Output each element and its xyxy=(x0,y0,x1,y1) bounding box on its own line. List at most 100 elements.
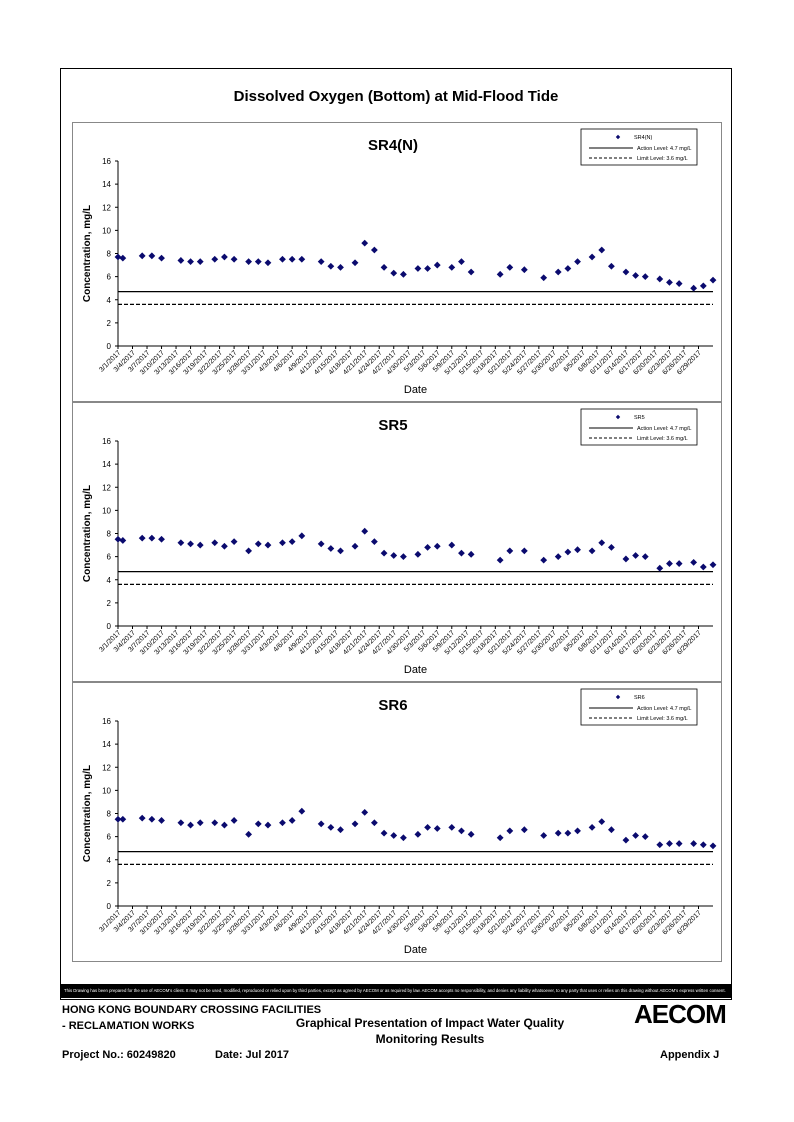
chart-title: SR5 xyxy=(378,417,407,434)
legend-box xyxy=(580,128,698,166)
data-point xyxy=(361,808,369,816)
data-point xyxy=(554,268,562,276)
y-tick-label: 6 xyxy=(107,553,112,562)
data-point xyxy=(114,535,122,543)
data-point xyxy=(148,252,156,260)
data-point xyxy=(211,255,219,263)
y-tick-label: 8 xyxy=(107,530,112,539)
data-point xyxy=(574,827,581,835)
data-point xyxy=(254,540,262,548)
data-point xyxy=(622,268,630,276)
data-point xyxy=(327,545,335,552)
data-point xyxy=(317,540,325,548)
data-point xyxy=(288,538,296,545)
legend-label-action: Action Level: 4.7 mg/L xyxy=(637,706,691,712)
data-point xyxy=(598,246,606,254)
data-point xyxy=(158,254,165,262)
legend-marker-series xyxy=(615,134,621,140)
y-tick-label: 12 xyxy=(102,483,111,492)
data-point xyxy=(187,258,194,265)
data-point xyxy=(520,547,528,555)
data-point xyxy=(656,275,664,283)
legend-label-limit: Limit Level: 3.6 mg/L xyxy=(637,436,688,442)
y-tick-label: 14 xyxy=(102,180,111,189)
data-point xyxy=(690,284,698,292)
y-tick-label: 16 xyxy=(102,717,111,726)
data-point xyxy=(211,819,219,827)
y-tick-label: 12 xyxy=(102,763,111,772)
data-point xyxy=(317,258,325,265)
data-point xyxy=(496,834,504,842)
y-tick-label: 4 xyxy=(107,576,112,585)
data-point xyxy=(221,821,228,829)
data-point xyxy=(298,255,306,263)
y-tick-label: 0 xyxy=(107,622,112,631)
data-point xyxy=(230,255,238,263)
data-point xyxy=(540,832,548,839)
data-point xyxy=(148,815,156,823)
y-tick-label: 4 xyxy=(107,296,112,305)
data-point xyxy=(433,825,441,832)
data-point xyxy=(351,820,359,828)
data-point xyxy=(666,840,673,847)
legend-label-limit: Limit Level: 3.6 mg/L xyxy=(637,716,688,722)
data-point xyxy=(196,541,204,549)
x-axis-label: Date xyxy=(404,944,427,956)
data-point xyxy=(699,282,707,290)
data-point xyxy=(608,543,615,551)
data-point xyxy=(448,823,456,831)
chart-panel-sr6: SR6 0 2 4 6 8 10 12 14 16 Concentration, mg/L 3/1/2… xyxy=(72,682,722,962)
data-point xyxy=(177,257,185,264)
y-tick-label: 14 xyxy=(102,740,111,749)
y-tick-label: 6 xyxy=(107,273,112,282)
data-point xyxy=(588,547,596,555)
aecom-logo: AECOM xyxy=(634,999,727,1029)
data-point xyxy=(254,820,262,828)
data-point xyxy=(554,553,562,561)
footer-title-line2: Monitoring Results xyxy=(375,1032,485,1046)
legend-box xyxy=(580,688,698,726)
data-point xyxy=(370,819,378,827)
data-point xyxy=(554,829,562,837)
legend-label-limit: Limit Level: 3.6 mg/L xyxy=(637,156,688,162)
data-point xyxy=(298,807,306,815)
data-point xyxy=(564,829,572,837)
footer-project-line1: HONG KONG BOUNDARY CROSSING FACILITIES xyxy=(62,1004,322,1016)
y-tick-label: 14 xyxy=(102,460,111,469)
data-point xyxy=(138,814,146,822)
data-point xyxy=(279,255,286,263)
data-point xyxy=(327,262,335,270)
data-point xyxy=(148,534,156,542)
data-point xyxy=(114,815,122,823)
disclaimer-bar: This Drawing has been prepared for the u… xyxy=(60,984,732,998)
y-tick-label: 16 xyxy=(102,437,111,446)
data-point xyxy=(424,543,431,551)
data-point xyxy=(264,259,272,267)
data-point xyxy=(496,270,504,278)
data-point xyxy=(540,556,548,564)
data-point xyxy=(424,823,431,831)
data-point xyxy=(506,547,514,555)
data-point xyxy=(380,549,388,557)
data-point xyxy=(622,836,630,844)
x-axis-label: Date xyxy=(404,384,427,396)
legend-marker-series xyxy=(615,414,621,420)
data-point xyxy=(245,830,253,838)
data-point xyxy=(574,258,581,265)
data-point xyxy=(187,540,194,548)
legend-label-action: Action Level: 4.7 mg/L xyxy=(637,426,691,432)
data-point xyxy=(574,546,581,554)
data-point xyxy=(158,535,165,543)
footer-appendix: Appendix J xyxy=(660,1049,720,1061)
data-point xyxy=(288,817,296,824)
data-point xyxy=(448,541,456,549)
data-point xyxy=(230,538,238,545)
data-point xyxy=(370,246,378,254)
legend-label-series: SR6 xyxy=(634,695,645,701)
y-tick-label: 2 xyxy=(107,599,112,608)
data-point xyxy=(709,561,717,569)
data-point xyxy=(119,254,127,262)
data-point xyxy=(337,826,344,834)
legend-label-action: Action Level: 4.7 mg/L xyxy=(637,146,691,152)
data-point xyxy=(520,826,528,834)
